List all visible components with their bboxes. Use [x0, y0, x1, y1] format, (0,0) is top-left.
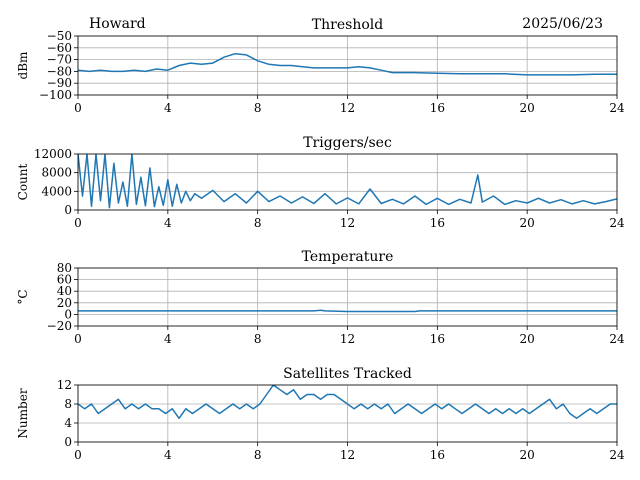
y-tick-label: 4: [64, 416, 72, 430]
series-line: [78, 385, 617, 420]
panel-title: Temperature: [302, 249, 394, 265]
panel-title: Satellites Tracked: [283, 366, 412, 382]
y-tick-label: −50: [47, 29, 72, 43]
x-tick-label: 0: [74, 216, 82, 230]
y-tick-label: 8000: [41, 166, 72, 180]
y-axis-label: Number: [16, 388, 30, 438]
y-tick-label: −70: [47, 53, 72, 67]
y-tick-label: 12000: [34, 147, 72, 161]
series-line: [78, 52, 617, 76]
date-label: 2025/06/23: [522, 16, 603, 32]
y-axis-label: Count: [16, 163, 30, 200]
y-tick-label: 0: [64, 307, 72, 321]
y-tick-label: −20: [47, 319, 72, 333]
x-tick-label: 4: [164, 332, 172, 346]
y-tick-label: 8: [64, 397, 72, 411]
x-tick-label: 4: [164, 216, 172, 230]
x-tick-label: 24: [609, 332, 625, 346]
chart-panels: 0 4 8 12 16 20 24 −100−90−80−70−60−50 Threshold d…: [16, 17, 625, 462]
y-tick-label: 12: [57, 378, 72, 392]
series-line: [78, 309, 617, 313]
x-tick-label: 20: [520, 448, 535, 462]
chart-panel-4: 0 4 8 12 16 20 24 0 4 8 12 Satellites Tracked Number: [16, 366, 625, 462]
y-tick-label: 4000: [41, 184, 72, 198]
y-tick-label: 40: [57, 284, 72, 298]
y-tick-label: −60: [47, 41, 72, 55]
series-line: [78, 154, 617, 209]
x-tick-label: 12: [340, 101, 355, 115]
x-tick-label: 24: [609, 216, 625, 230]
panel-title: Triggers/sec: [303, 135, 392, 151]
panel-title: Threshold: [312, 17, 383, 33]
x-tick-label: 4: [164, 448, 172, 462]
x-tick-label: 12: [340, 332, 355, 346]
x-tick-label: 20: [520, 101, 535, 115]
x-tick-label: 8: [254, 216, 262, 230]
y-tick-label: 0: [64, 203, 72, 217]
x-tick-label: 24: [609, 448, 625, 462]
y-tick-label: 0: [64, 435, 72, 449]
x-tick-label: 16: [430, 101, 445, 115]
x-tick-label: 8: [254, 101, 262, 115]
x-tick-label: 20: [520, 216, 535, 230]
x-tick-label: 0: [74, 448, 82, 462]
chart-panel-2: 0 4 8 12 16 20 24 0 4000 8000 12000 Triggers/sec Cou…: [16, 135, 625, 230]
x-tick-label: 4: [164, 101, 172, 115]
y-tick-label: 60: [57, 273, 72, 287]
y-tick-label: −80: [47, 64, 72, 78]
x-tick-label: 20: [520, 332, 535, 346]
x-tick-label: 8: [254, 448, 262, 462]
y-axis-label: °C: [16, 289, 30, 304]
chart-panel-1: 0 4 8 12 16 20 24 −100−90−80−70−60−50 Threshold d…: [16, 17, 625, 115]
y-tick-label: 20: [57, 296, 72, 310]
x-tick-label: 12: [340, 216, 355, 230]
y-tick-label: 80: [57, 261, 72, 275]
y-tick-label: −100: [39, 88, 72, 102]
x-tick-label: 16: [430, 216, 445, 230]
x-tick-label: 8: [254, 332, 262, 346]
x-tick-label: 0: [74, 332, 82, 346]
y-tick-label: −90: [47, 76, 72, 90]
station-label: Howard: [89, 16, 146, 32]
x-tick-label: 24: [609, 101, 625, 115]
x-tick-label: 0: [74, 101, 82, 115]
x-tick-label: 16: [430, 332, 445, 346]
x-tick-label: 16: [430, 448, 445, 462]
y-axis-label: dBm: [16, 51, 30, 80]
x-tick-label: 12: [340, 448, 355, 462]
